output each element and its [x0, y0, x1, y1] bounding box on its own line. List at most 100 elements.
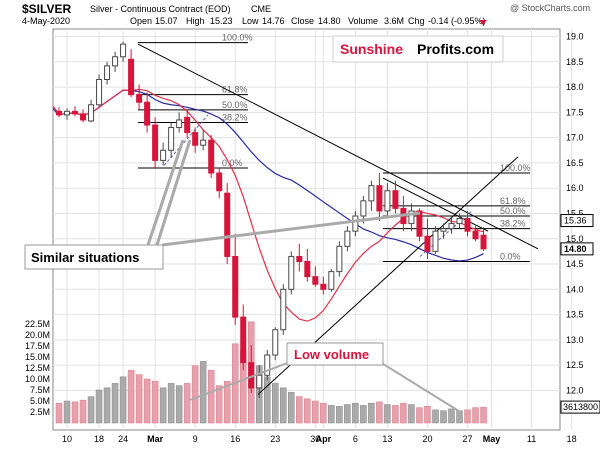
candle-body: [440, 228, 447, 232]
price-candles: [56, 41, 487, 398]
volume-bar: [55, 402, 63, 424]
fib-right-label: 100.0%: [500, 163, 531, 173]
candle-body: [480, 234, 487, 250]
volume-bar: [215, 385, 223, 424]
volume-bar: [87, 396, 95, 424]
similar-label: Similar situations: [31, 250, 139, 265]
volume-tick-label: 17.5M: [25, 341, 50, 351]
candle-body: [168, 127, 175, 151]
volume-bar: [296, 396, 303, 424]
candle-body: [192, 132, 199, 146]
candle-body: [240, 316, 247, 364]
date-tick-label: 9: [193, 434, 198, 444]
candle-body: [200, 139, 207, 146]
volume-bar: [312, 400, 319, 424]
candle-body: [224, 192, 231, 257]
volume-tick-label: 2.5M: [30, 407, 50, 417]
date-tick-label: 11: [527, 434, 536, 444]
trend-line-short: [382, 177, 489, 232]
volume-bar: [360, 405, 367, 424]
price-tick-label: 18.0: [566, 82, 584, 92]
candle-body: [104, 65, 111, 80]
close-label: Close: [291, 16, 314, 26]
volume-bar: [199, 361, 207, 424]
candle-body: [408, 210, 415, 225]
volume-tick-label: 5.0M: [30, 396, 50, 406]
volume-bar: [167, 383, 175, 424]
fib-right-label: 38.2%: [500, 219, 526, 229]
volume-tick-label: 7.5M: [30, 385, 50, 395]
lowvol-label: Low volume: [294, 347, 369, 362]
price-marker-box: [560, 242, 594, 256]
volume-bar: [464, 409, 471, 424]
price-tick-label: 12.5: [566, 360, 584, 370]
volume-bar: [344, 404, 351, 424]
volume-marker-box: [560, 400, 600, 414]
chg-label: Chg: [408, 16, 425, 26]
volume-tick-label: 20.0M: [25, 330, 50, 340]
open-value: 15.07: [155, 16, 178, 26]
volume-bar: [328, 405, 335, 424]
candle-body: [112, 56, 119, 67]
volume-bar: [111, 383, 119, 424]
date-tick-label: 27: [463, 434, 473, 444]
volume-tick-label: 22.5M: [25, 319, 50, 329]
price-tick-label: 16.0: [566, 183, 584, 193]
volume-bar: [280, 387, 287, 424]
price-tick-label: 17.0: [566, 133, 584, 143]
candle-body: [376, 185, 383, 212]
candle-body: [304, 261, 311, 278]
volume-bar: [352, 402, 359, 424]
volume-bar: [336, 406, 343, 424]
similar-callout: Similar situations: [24, 139, 421, 270]
fibonacci-levels: 100.0%61.8%50.0%38.2%0.0%100.0%61.8%50.0…: [138, 33, 531, 262]
volume-tick-label: 15.0M: [25, 352, 50, 362]
candle-body: [272, 329, 279, 356]
volume-bar: [448, 408, 455, 424]
candle-body: [352, 215, 359, 232]
chg-value: -0.14 (-0.95%): [428, 16, 486, 26]
candle-body: [144, 101, 151, 126]
trend-line-long: [137, 43, 539, 250]
moving-average-short: [52, 88, 484, 322]
volume-bar: [135, 374, 143, 424]
candle-body: [392, 190, 399, 209]
price-marker-label: 15.36: [564, 216, 587, 226]
price-tick-label: 14.5: [566, 259, 584, 269]
volume-bar: [183, 383, 191, 424]
candle-body: [432, 230, 439, 252]
candle-body: [328, 271, 335, 290]
candle-body: [176, 119, 183, 129]
price-tick-label: 19.0: [566, 32, 584, 42]
lowvol-arrow-right: [379, 361, 463, 414]
candle-body: [472, 230, 479, 240]
watermark-part1: Sunshine: [340, 41, 403, 57]
candle-body: [448, 223, 455, 230]
exchange: CME: [251, 4, 271, 14]
similar-box: [24, 244, 164, 270]
volume-bar: [288, 391, 295, 424]
candle-body: [312, 276, 319, 285]
price-marker-label: 14.80: [564, 244, 587, 254]
candle-body: [208, 139, 215, 174]
volume-bar: [416, 407, 423, 424]
lowvol-box: [286, 342, 384, 366]
candle-body: [384, 190, 391, 212]
watermark-part2: Profits.com: [417, 41, 494, 57]
low-label: Low: [242, 16, 259, 26]
date-tick-label: 6: [353, 434, 358, 444]
price-tick-label: 15.0: [566, 234, 584, 244]
price-tick-label: 13.5: [566, 310, 584, 320]
candle-body: [120, 43, 127, 58]
volume-bar: [320, 402, 327, 424]
candle-body: [416, 210, 423, 237]
volume-tick-label: 12.5M: [25, 363, 50, 373]
date-tick-label: 10: [62, 434, 72, 444]
fib-left-label: 38.2%: [222, 112, 248, 122]
volume-bar: [384, 404, 391, 424]
volume-bar: [143, 378, 151, 424]
candle-body: [344, 230, 351, 247]
candle-body: [72, 110, 79, 115]
volume-bar: [79, 399, 87, 424]
